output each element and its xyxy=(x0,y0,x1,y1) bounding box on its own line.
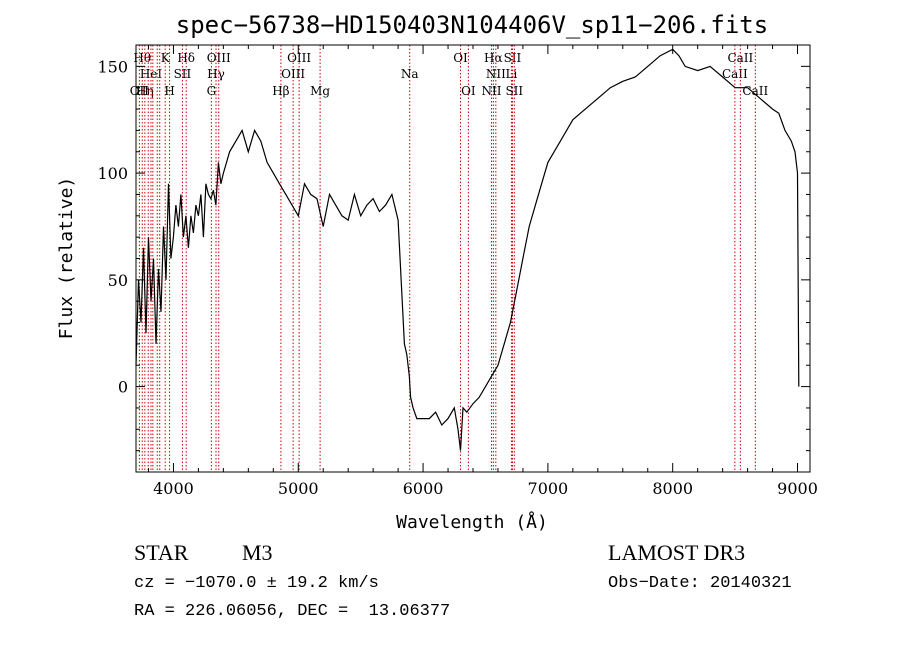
line-marker-label-21: OI xyxy=(461,84,476,98)
line-marker-label-15: Hβ xyxy=(272,84,289,98)
x-axis: 4000 5000 6000 7000 8000 9000 xyxy=(147,45,818,498)
line-marker-label-29: CaII xyxy=(727,51,753,65)
line-marker-label-17: OIII xyxy=(287,51,311,65)
x-tick-label: 6000 xyxy=(403,479,444,498)
y-axis: 0 50 100 150 xyxy=(97,44,810,473)
x-axis-label: Wavelength (Å) xyxy=(396,511,548,533)
line-marker-label-8: K xyxy=(161,51,171,65)
line-marker-label-24: NII xyxy=(486,67,506,81)
line-marker-label-1: Hθ xyxy=(133,51,151,65)
y-tick-label: 0 xyxy=(118,378,128,397)
line-marker-label-23: Hα xyxy=(484,51,503,65)
line-marker-label-25: Li xyxy=(506,67,518,81)
object-subclass-label: M3 xyxy=(242,540,273,565)
line-marker-label-22: NII xyxy=(481,84,501,98)
line-marker-label-13: Hγ xyxy=(207,67,225,81)
line-marker-label-4: HeI xyxy=(140,67,163,81)
line-marker-label-2: Hη xyxy=(136,84,154,98)
line-marker-label-30: CaII xyxy=(742,84,768,98)
line-markers: OIIHθHηHeIKHSIIHδGHγOIIIHβOIIIOIIIMgNaOI… xyxy=(130,45,768,472)
line-marker-label-27: SII xyxy=(505,84,523,98)
line-marker-label-9: H xyxy=(164,84,174,98)
x-tick-label: 7000 xyxy=(528,479,569,498)
line-marker-label-16: OIII xyxy=(281,67,305,81)
y-tick-label: 50 xyxy=(108,271,128,290)
spectrum-series xyxy=(135,48,800,451)
x-tick-label: 9000 xyxy=(777,479,818,498)
survey-label: LAMOST DR3 xyxy=(608,540,746,565)
line-marker-label-12: G xyxy=(207,84,217,98)
line-marker-label-26: SII xyxy=(504,51,522,65)
line-marker-label-18: Mg xyxy=(310,84,330,98)
y-tick-label: 100 xyxy=(97,164,128,183)
y-axis-label: Flux (relative) xyxy=(56,177,77,340)
line-marker-label-20: OI xyxy=(453,51,468,65)
y-tick-label: 150 xyxy=(97,57,128,76)
line-marker-label-28: CaII xyxy=(722,67,748,81)
line-marker-label-11: Hδ xyxy=(177,51,195,65)
x-tick-label: 8000 xyxy=(652,479,693,498)
obs-date-text: Obs−Date: 20140321 xyxy=(608,574,792,593)
object-class-label: STAR xyxy=(134,540,189,565)
redshift-text: cz = −1070.0 ± 19.2 km/s xyxy=(134,574,379,593)
x-tick-label: 5000 xyxy=(278,479,319,498)
radec-text: RA = 226.06056, DEC = 13.06377 xyxy=(134,602,451,621)
line-marker-label-19: Na xyxy=(401,67,419,81)
plot-frame xyxy=(135,44,811,473)
spectrum-line-0 xyxy=(135,48,800,451)
x-tick-label: 4000 xyxy=(153,479,194,498)
chart-title: spec−56738−HD150403N104406V_sp11−206.fit… xyxy=(176,11,768,39)
line-marker-label-10: SII xyxy=(174,67,192,81)
line-marker-label-14: OIII xyxy=(207,51,231,65)
